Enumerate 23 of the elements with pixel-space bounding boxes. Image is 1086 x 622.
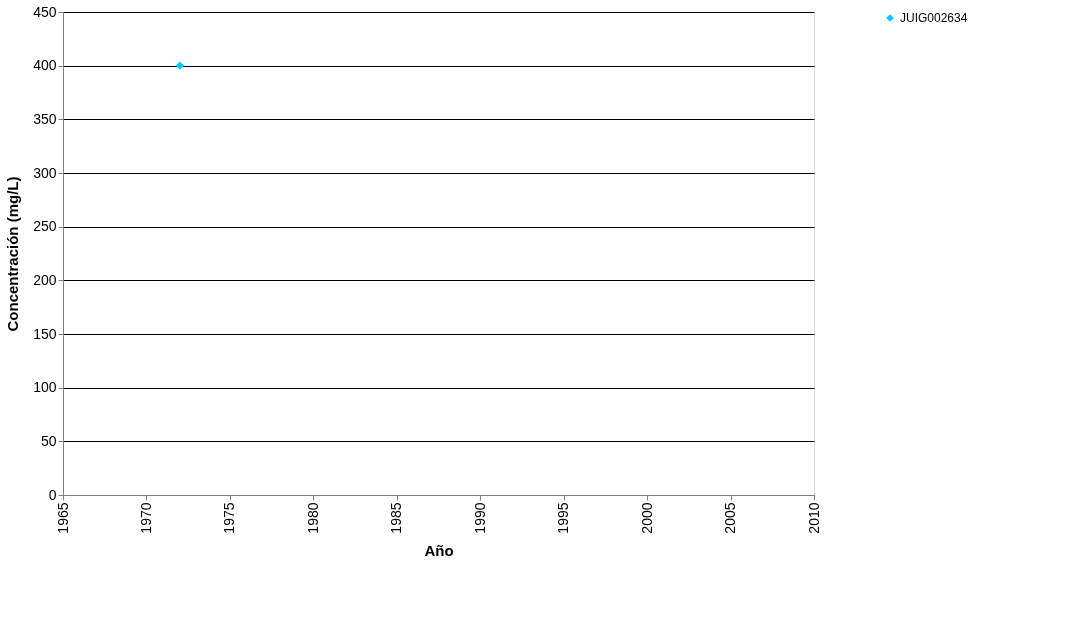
legend-label: JUIG002634 [900, 11, 968, 25]
x-tick-label: 1985 [388, 502, 405, 534]
y-tick-label: 400 [33, 57, 57, 74]
y-tick-label: 100 [33, 379, 57, 396]
x-tick-label: 1980 [304, 502, 321, 534]
y-tick-label: 250 [33, 218, 57, 235]
x-tick-label: 2005 [722, 502, 739, 534]
x-tick-label: 1990 [471, 502, 488, 534]
x-tick-label: 1995 [555, 502, 572, 534]
y-tick-label: 300 [33, 164, 57, 181]
x-axis-title: Año [424, 541, 454, 559]
x-tick-label: 2000 [638, 502, 655, 534]
x-tick-label: 1970 [137, 502, 154, 534]
y-tick-label: 450 [33, 3, 57, 20]
x-tick-label: 2010 [805, 502, 822, 534]
y-axis-title: Concentración (mg/L) [4, 176, 22, 332]
x-tick-label: 1965 [54, 502, 71, 534]
y-tick-label: 150 [33, 325, 57, 342]
x-tick-label: 1975 [221, 502, 238, 534]
y-tick-label: 200 [33, 271, 57, 288]
y-tick-label: 50 [40, 432, 57, 449]
y-tick-label: 0 [48, 486, 57, 503]
y-tick-label: 350 [33, 110, 57, 127]
